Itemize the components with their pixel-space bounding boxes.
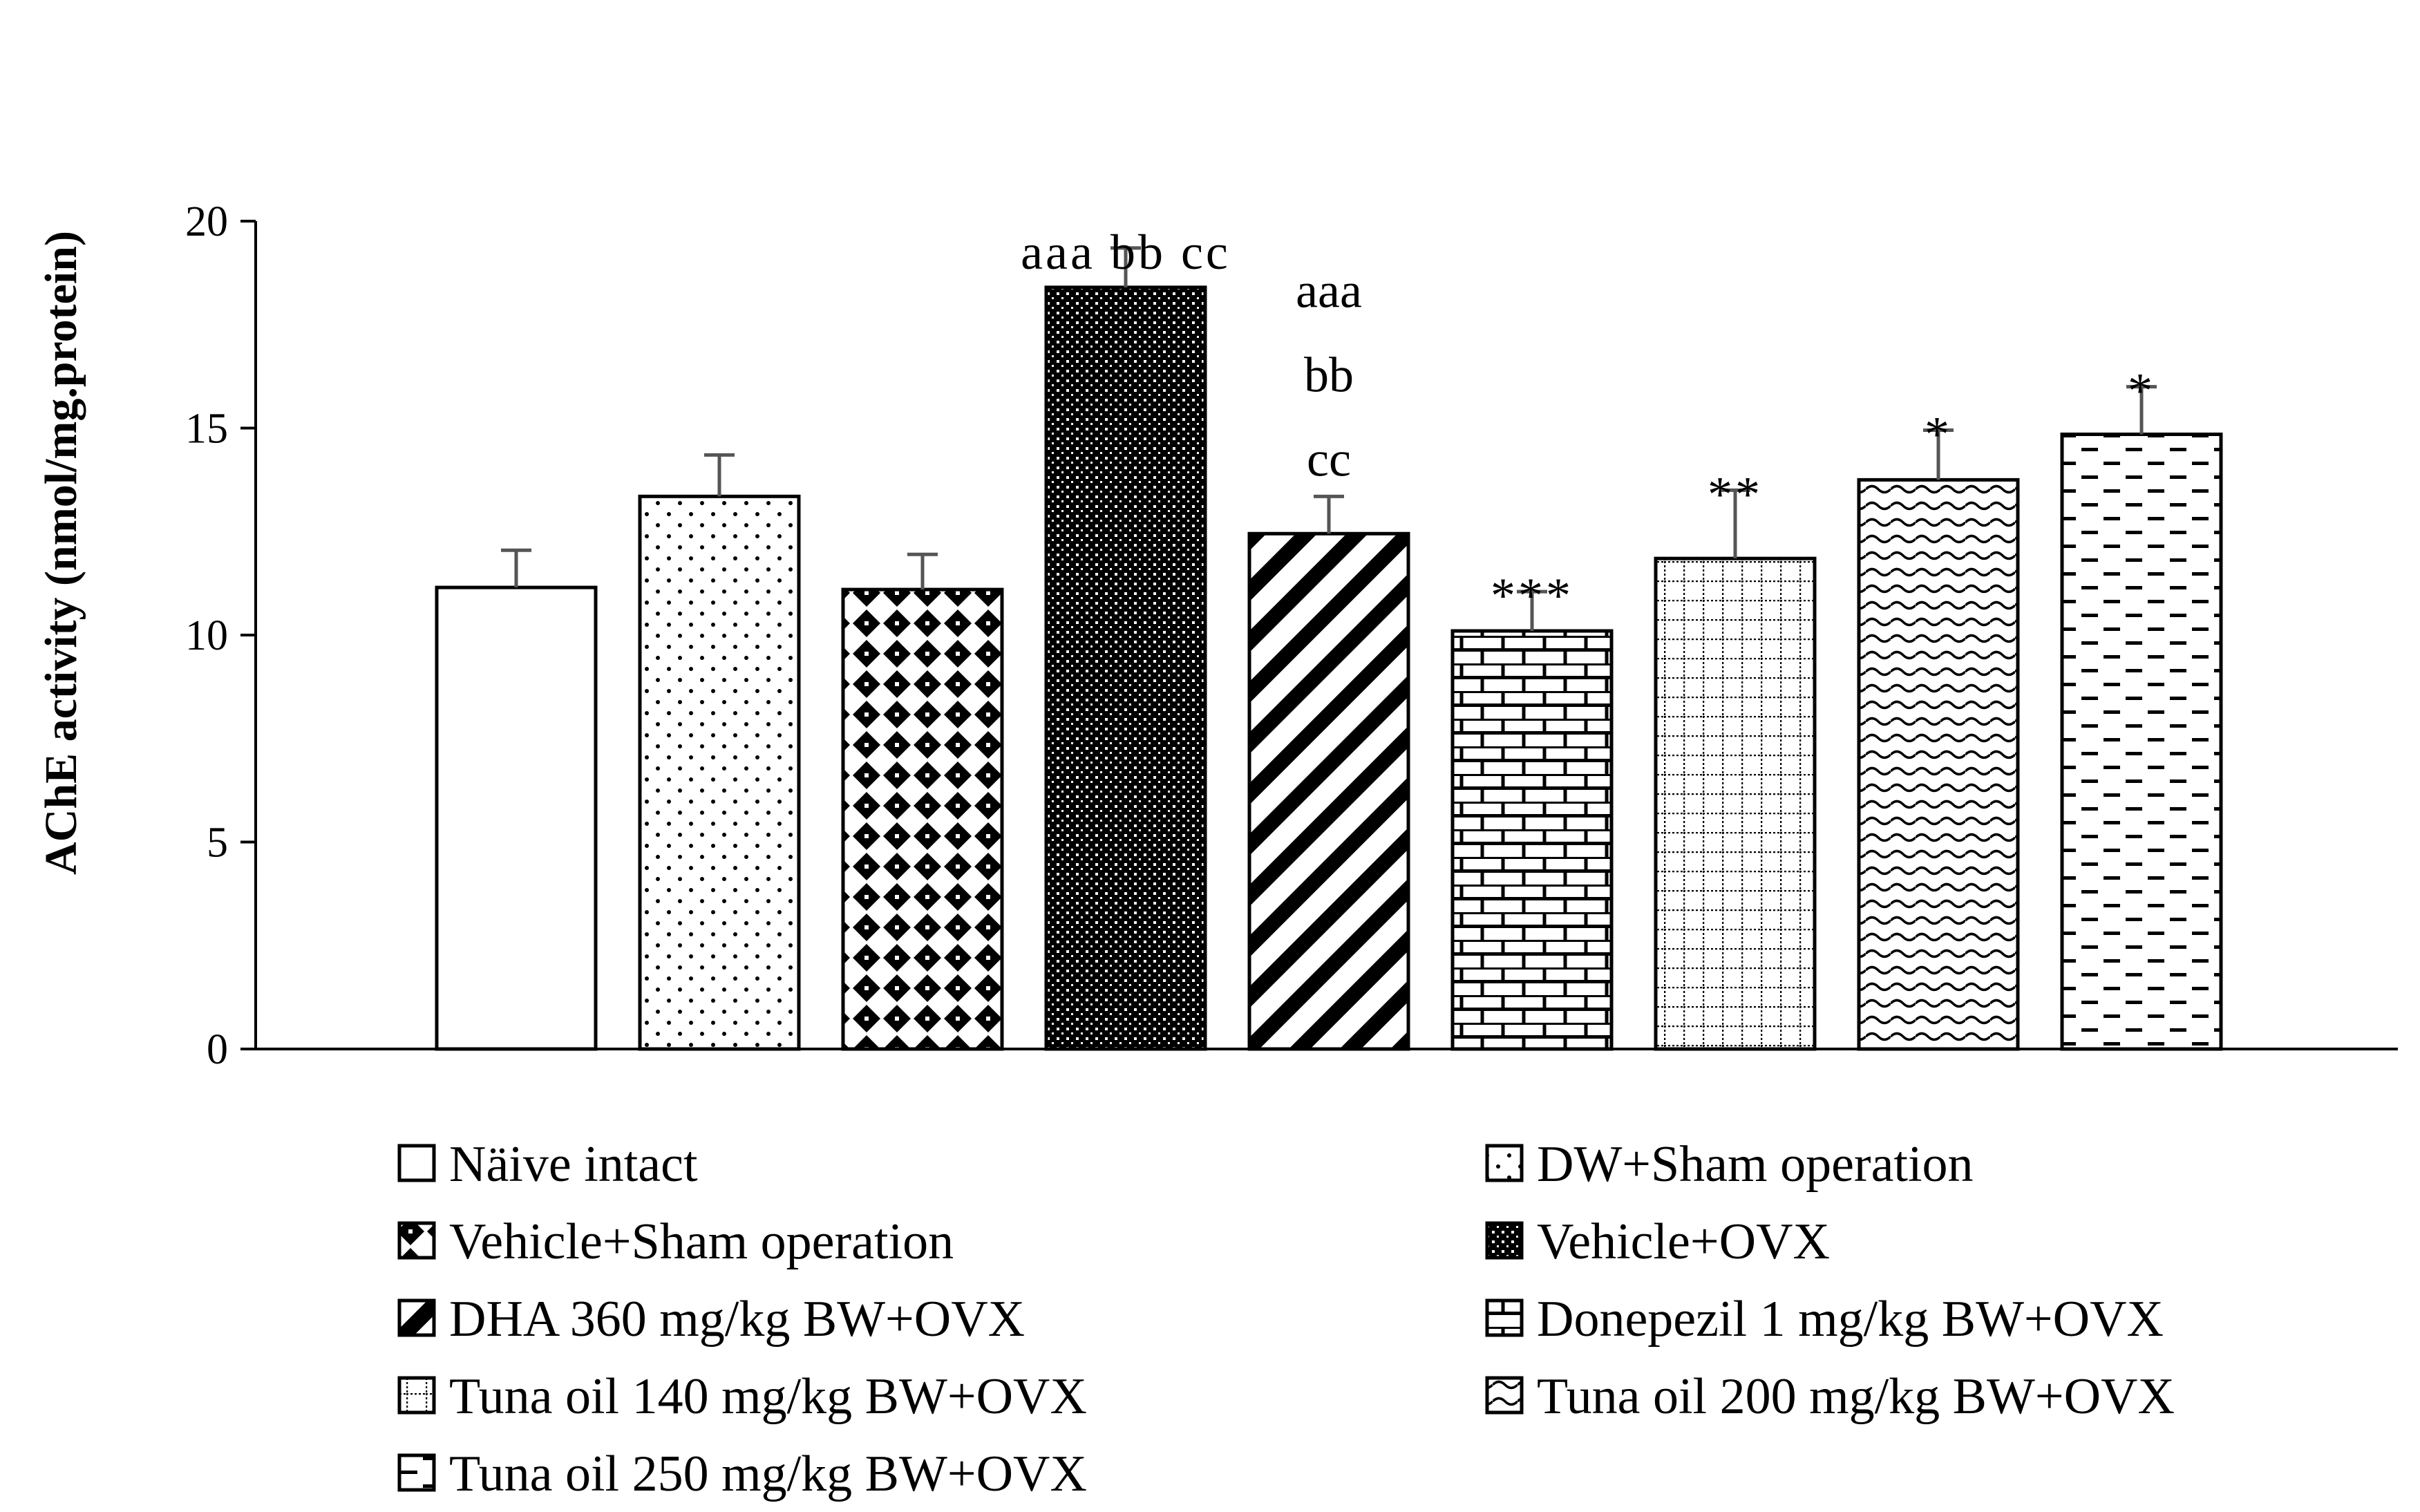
legend-label: Tuna oil 250 mg/kg BW+OVX	[449, 1446, 1087, 1502]
legend-label: Näive intact	[449, 1136, 698, 1193]
bar	[1857, 478, 2020, 1051]
y-ticks: 0 5 10 15 20	[185, 198, 256, 1073]
legend-swatch	[397, 1376, 436, 1415]
legend-label: DW+Sham operation	[1537, 1136, 1974, 1193]
legend-swatch	[397, 1298, 436, 1337]
legend-label: Donepezil 1 mg/kg BW+OVX	[1537, 1291, 2164, 1348]
legend-swatch	[1485, 1376, 1524, 1415]
y-axis-label: AChE activity (nmol/mg.protein)	[36, 231, 86, 875]
significance-label: *	[2128, 363, 2155, 419]
legend-label: Tuna oil 200 mg/kg BW+OVX	[1537, 1368, 2175, 1425]
y-tick-label: 0	[207, 1026, 228, 1073]
legend: Näive intact DW+Sham operation Vehicle+Sha…	[397, 1136, 2175, 1502]
significance-label: cc	[1307, 431, 1351, 486]
legend-swatch	[1485, 1221, 1524, 1260]
bars	[435, 285, 2223, 1051]
legend-label: Vehicle+OVX	[1537, 1213, 1830, 1270]
y-tick-label: 15	[185, 406, 228, 453]
y-tick-label: 10	[185, 612, 228, 659]
bar	[1450, 629, 1614, 1051]
bar	[1654, 556, 1817, 1051]
error-bars	[501, 246, 2157, 632]
y-tick-label: 5	[207, 820, 228, 867]
legend-swatch	[397, 1221, 436, 1260]
bar	[1247, 531, 1410, 1051]
significance-label: bb	[1304, 347, 1354, 402]
bar	[1044, 285, 1207, 1051]
legend-swatch	[397, 1144, 436, 1182]
significance-label: *	[1925, 406, 1952, 462]
significance-label: aaa bb cc	[1021, 225, 1231, 280]
legend-label: Vehicle+Sham operation	[449, 1213, 954, 1270]
legend-swatch	[1485, 1144, 1524, 1182]
bar	[841, 587, 1004, 1051]
bar	[638, 494, 801, 1051]
legend-swatch	[1485, 1298, 1524, 1337]
bar	[2060, 432, 2223, 1051]
legend-label: Tuna oil 140 mg/kg BW+OVX	[449, 1368, 1087, 1425]
legend-swatch	[397, 1453, 436, 1492]
y-tick-label: 20	[185, 198, 228, 245]
bar	[435, 585, 598, 1051]
significance-label: **	[1708, 466, 1763, 522]
significance-label: aaa	[1296, 263, 1362, 318]
significance-label: ***	[1491, 568, 1573, 623]
legend-label: DHA 360 mg/kg BW+OVX	[449, 1291, 1025, 1348]
